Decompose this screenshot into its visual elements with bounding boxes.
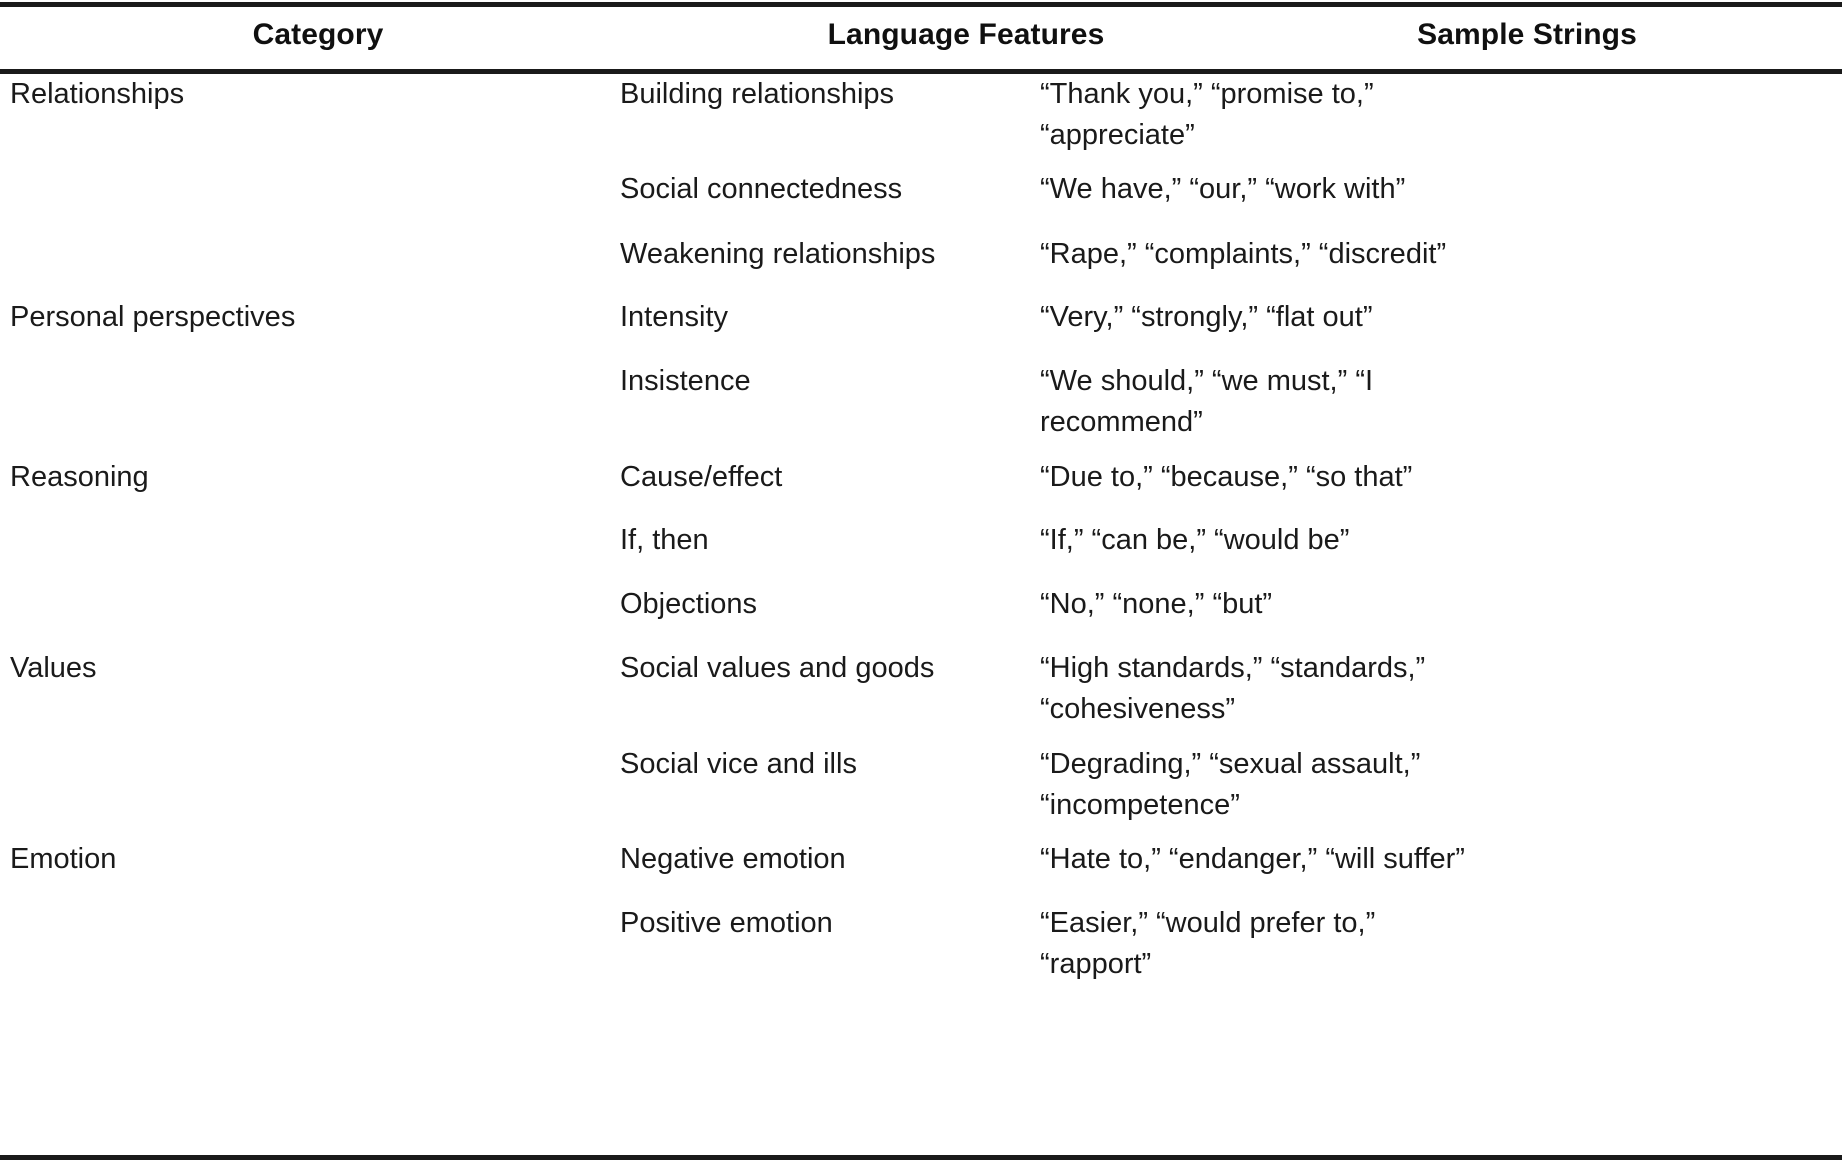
sample-strings-line-1: “Degrading,” “sexual assault,” [1040, 748, 1421, 780]
table-bottom-rule [0, 1155, 1842, 1160]
cell-category: Personal perspectives [10, 301, 296, 333]
cell-sample-strings: “Hate to,” “endanger,” “will suffer” [1040, 839, 1600, 880]
cell-sample-strings: “No,” “none,” “but” [1040, 584, 1600, 625]
table-row: Social connectedness “We have,” “our,” “… [0, 169, 1842, 234]
sample-strings-line-2: “incompetence” [1040, 789, 1240, 821]
cell-language-feature: Weakening relationships [620, 238, 936, 270]
column-header-category: Category [252, 18, 384, 51]
table-row: Personal perspectives Intensity “Very,” … [0, 297, 1842, 361]
cell-language-feature: Cause/effect [620, 461, 783, 493]
sample-strings-line-1: “We should,” “we must,” “I [1040, 365, 1374, 397]
table-row: Social vice and ills “Degrading,” “sexua… [0, 744, 1842, 839]
cell-sample-strings: “High standards,” “standards,” “cohesive… [1040, 648, 1600, 730]
cell-sample-strings: “If,” “can be,” “would be” [1040, 520, 1600, 561]
cell-sample-strings: “Rape,” “complaints,” “discredit” [1040, 234, 1600, 275]
sample-strings-line-1: “Rape,” “complaints,” “discredit” [1040, 238, 1447, 270]
cell-sample-strings: “Thank you,” “promise to,” “appreciate” [1040, 74, 1600, 156]
sample-strings-line-1: “Easier,” “would prefer to,” [1040, 907, 1376, 939]
cell-sample-strings: “We have,” “our,” “work with” [1040, 169, 1600, 210]
column-header-sample-strings: Sample Strings [1417, 18, 1637, 51]
cell-category: Values [10, 652, 97, 684]
table-row: Weakening relationships “Rape,” “complai… [0, 234, 1842, 297]
cell-language-feature: Objections [620, 588, 758, 620]
sample-strings-line-1: “Hate to,” “endanger,” “will suffer” [1040, 843, 1465, 875]
sample-strings-line-2: “cohesiveness” [1040, 693, 1236, 725]
table-row: Relationships Building relationships “Th… [0, 74, 1842, 169]
column-header-language-features: Language Features [827, 18, 1105, 51]
sample-strings-line-2: “rapport” [1040, 948, 1152, 980]
table-row: Values Social values and goods “High sta… [0, 648, 1842, 744]
table-body: Relationships Building relationships “Th… [0, 74, 1842, 989]
table-top-rule [0, 2, 1842, 7]
cell-language-feature: Negative emotion [620, 843, 846, 875]
cell-sample-strings: “Easier,” “would prefer to,” “rapport” [1040, 903, 1600, 985]
sample-strings-line-1: “We have,” “our,” “work with” [1040, 173, 1406, 205]
cell-sample-strings: “Degrading,” “sexual assault,” “incompet… [1040, 744, 1600, 826]
cell-language-feature: Intensity [620, 301, 728, 333]
cell-sample-strings: “We should,” “we must,” “I recommend” [1040, 361, 1600, 443]
sample-strings-line-2: “appreciate” [1040, 119, 1195, 151]
cell-language-feature: Insistence [620, 365, 751, 397]
sample-strings-line-1: “High standards,” “standards,” [1040, 652, 1426, 684]
table-header-row: Category Language Features Sample String… [0, 16, 1842, 62]
cell-language-feature: Social connectedness [620, 173, 903, 205]
sample-strings-line-1: “If,” “can be,” “would be” [1040, 524, 1350, 556]
table-header-rule [0, 69, 1842, 74]
sample-strings-line-1: “Due to,” “because,” “so that” [1040, 461, 1413, 493]
table-row: Reasoning Cause/effect “Due to,” “becaus… [0, 457, 1842, 520]
cell-category: Relationships [10, 78, 185, 110]
sample-strings-line-1: “Very,” “strongly,” “flat out” [1040, 301, 1373, 333]
cell-category: Emotion [10, 843, 117, 875]
sample-strings-line-1: “No,” “none,” “but” [1040, 588, 1273, 620]
cell-category: Reasoning [10, 461, 149, 493]
table-row: If, then “If,” “can be,” “would be” [0, 520, 1842, 584]
table-row: Positive emotion “Easier,” “would prefer… [0, 903, 1842, 989]
table-row: Insistence “We should,” “we must,” “I re… [0, 361, 1842, 457]
cell-language-feature: Social values and goods [620, 652, 935, 684]
cell-language-feature: If, then [620, 524, 709, 556]
sample-strings-line-2: recommend” [1040, 406, 1203, 438]
cell-language-feature: Building relationships [620, 78, 895, 110]
table-row: Objections “No,” “none,” “but” [0, 584, 1842, 648]
sample-strings-line-1: “Thank you,” “promise to,” [1040, 78, 1374, 110]
cell-sample-strings: “Due to,” “because,” “so that” [1040, 457, 1600, 498]
cell-language-feature: Positive emotion [620, 907, 833, 939]
table-row: Emotion Negative emotion “Hate to,” “end… [0, 839, 1842, 903]
cell-language-feature: Social vice and ills [620, 748, 857, 780]
cell-sample-strings: “Very,” “strongly,” “flat out” [1040, 297, 1600, 338]
